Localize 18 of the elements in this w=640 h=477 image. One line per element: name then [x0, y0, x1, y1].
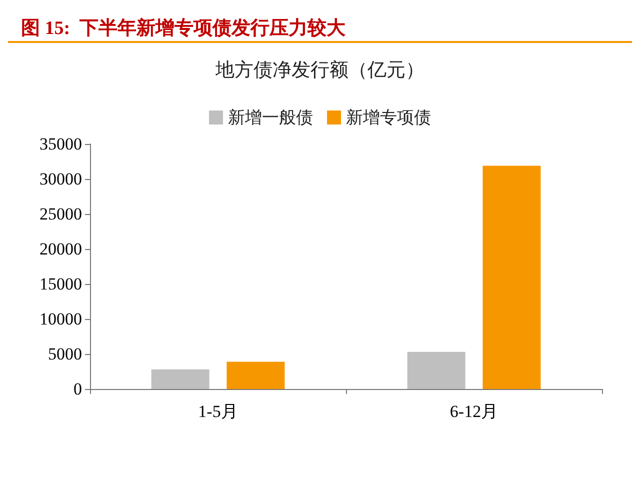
- y-tick-label: 25000: [40, 204, 82, 224]
- x-tick-label: 6-12月: [450, 402, 498, 421]
- bar: [407, 352, 466, 389]
- y-tick-label: 30000: [40, 170, 82, 188]
- y-tick-label: 0: [74, 380, 82, 398]
- y-tick-label: 5000: [48, 344, 82, 364]
- x-tick-label: 1-5月: [198, 402, 238, 421]
- bar: [482, 166, 541, 389]
- legend-label: 新增专项债: [346, 108, 431, 127]
- y-tick-label: 35000: [40, 134, 82, 154]
- legend-label: 新增一般债: [228, 108, 313, 127]
- chart-subtitle: 地方债净发行额（亿元）: [214, 59, 424, 81]
- bar: [226, 362, 285, 389]
- y-tick-label: 15000: [40, 274, 82, 294]
- y-tick-label: 20000: [40, 240, 82, 258]
- chart-title: 图 15: 下半年新增专项债发行压力较大: [21, 17, 347, 39]
- bar: [151, 369, 210, 389]
- y-tick-label: 10000: [40, 310, 82, 328]
